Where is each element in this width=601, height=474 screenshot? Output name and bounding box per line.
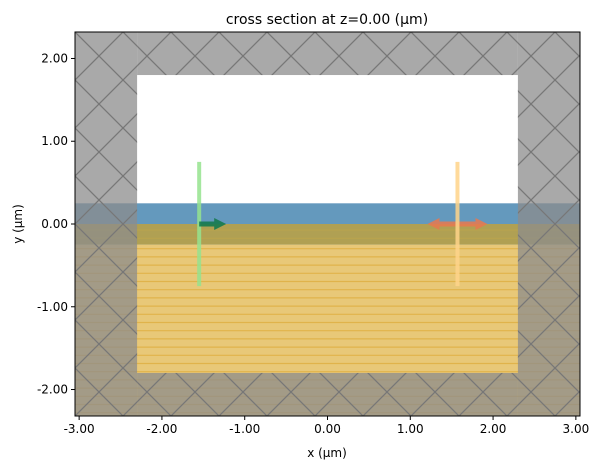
y-tick-label: 2.00 xyxy=(41,51,68,65)
x-tick-label: 3.00 xyxy=(563,422,590,436)
source-direction-arrow xyxy=(199,218,227,230)
pml-top-hatch xyxy=(137,32,518,76)
pml-left-hatch xyxy=(75,32,138,416)
x-tick-label: -2.00 xyxy=(146,422,177,436)
x-tick-label: 0.00 xyxy=(314,422,341,436)
plot-area xyxy=(75,32,580,416)
y-tick-label: -1.00 xyxy=(37,300,68,314)
x-tick-label: 2.00 xyxy=(480,422,507,436)
pml-bottom-hatch xyxy=(137,372,518,416)
x-tick-label: -3.00 xyxy=(64,422,95,436)
ticks: -3.00 -2.00 -1.00 0.00 1.00 2.00 3.00 -2.00 -1.0… xyxy=(37,51,589,436)
x-tick-label: 1.00 xyxy=(397,422,424,436)
waveguide xyxy=(75,203,580,224)
y-tick-label: -2.00 xyxy=(37,383,68,397)
y-tick-label: 1.00 xyxy=(41,134,68,148)
y-axis-label: y (μm) xyxy=(11,204,25,244)
x-axis-label: x (μm) xyxy=(307,446,347,460)
overlap-band xyxy=(75,224,580,245)
x-tick-label: -1.00 xyxy=(229,422,260,436)
pml-right-hatch xyxy=(517,32,580,416)
y-tick-label: 0.00 xyxy=(41,217,68,231)
chart-title: cross section at z=0.00 (μm) xyxy=(226,12,428,28)
